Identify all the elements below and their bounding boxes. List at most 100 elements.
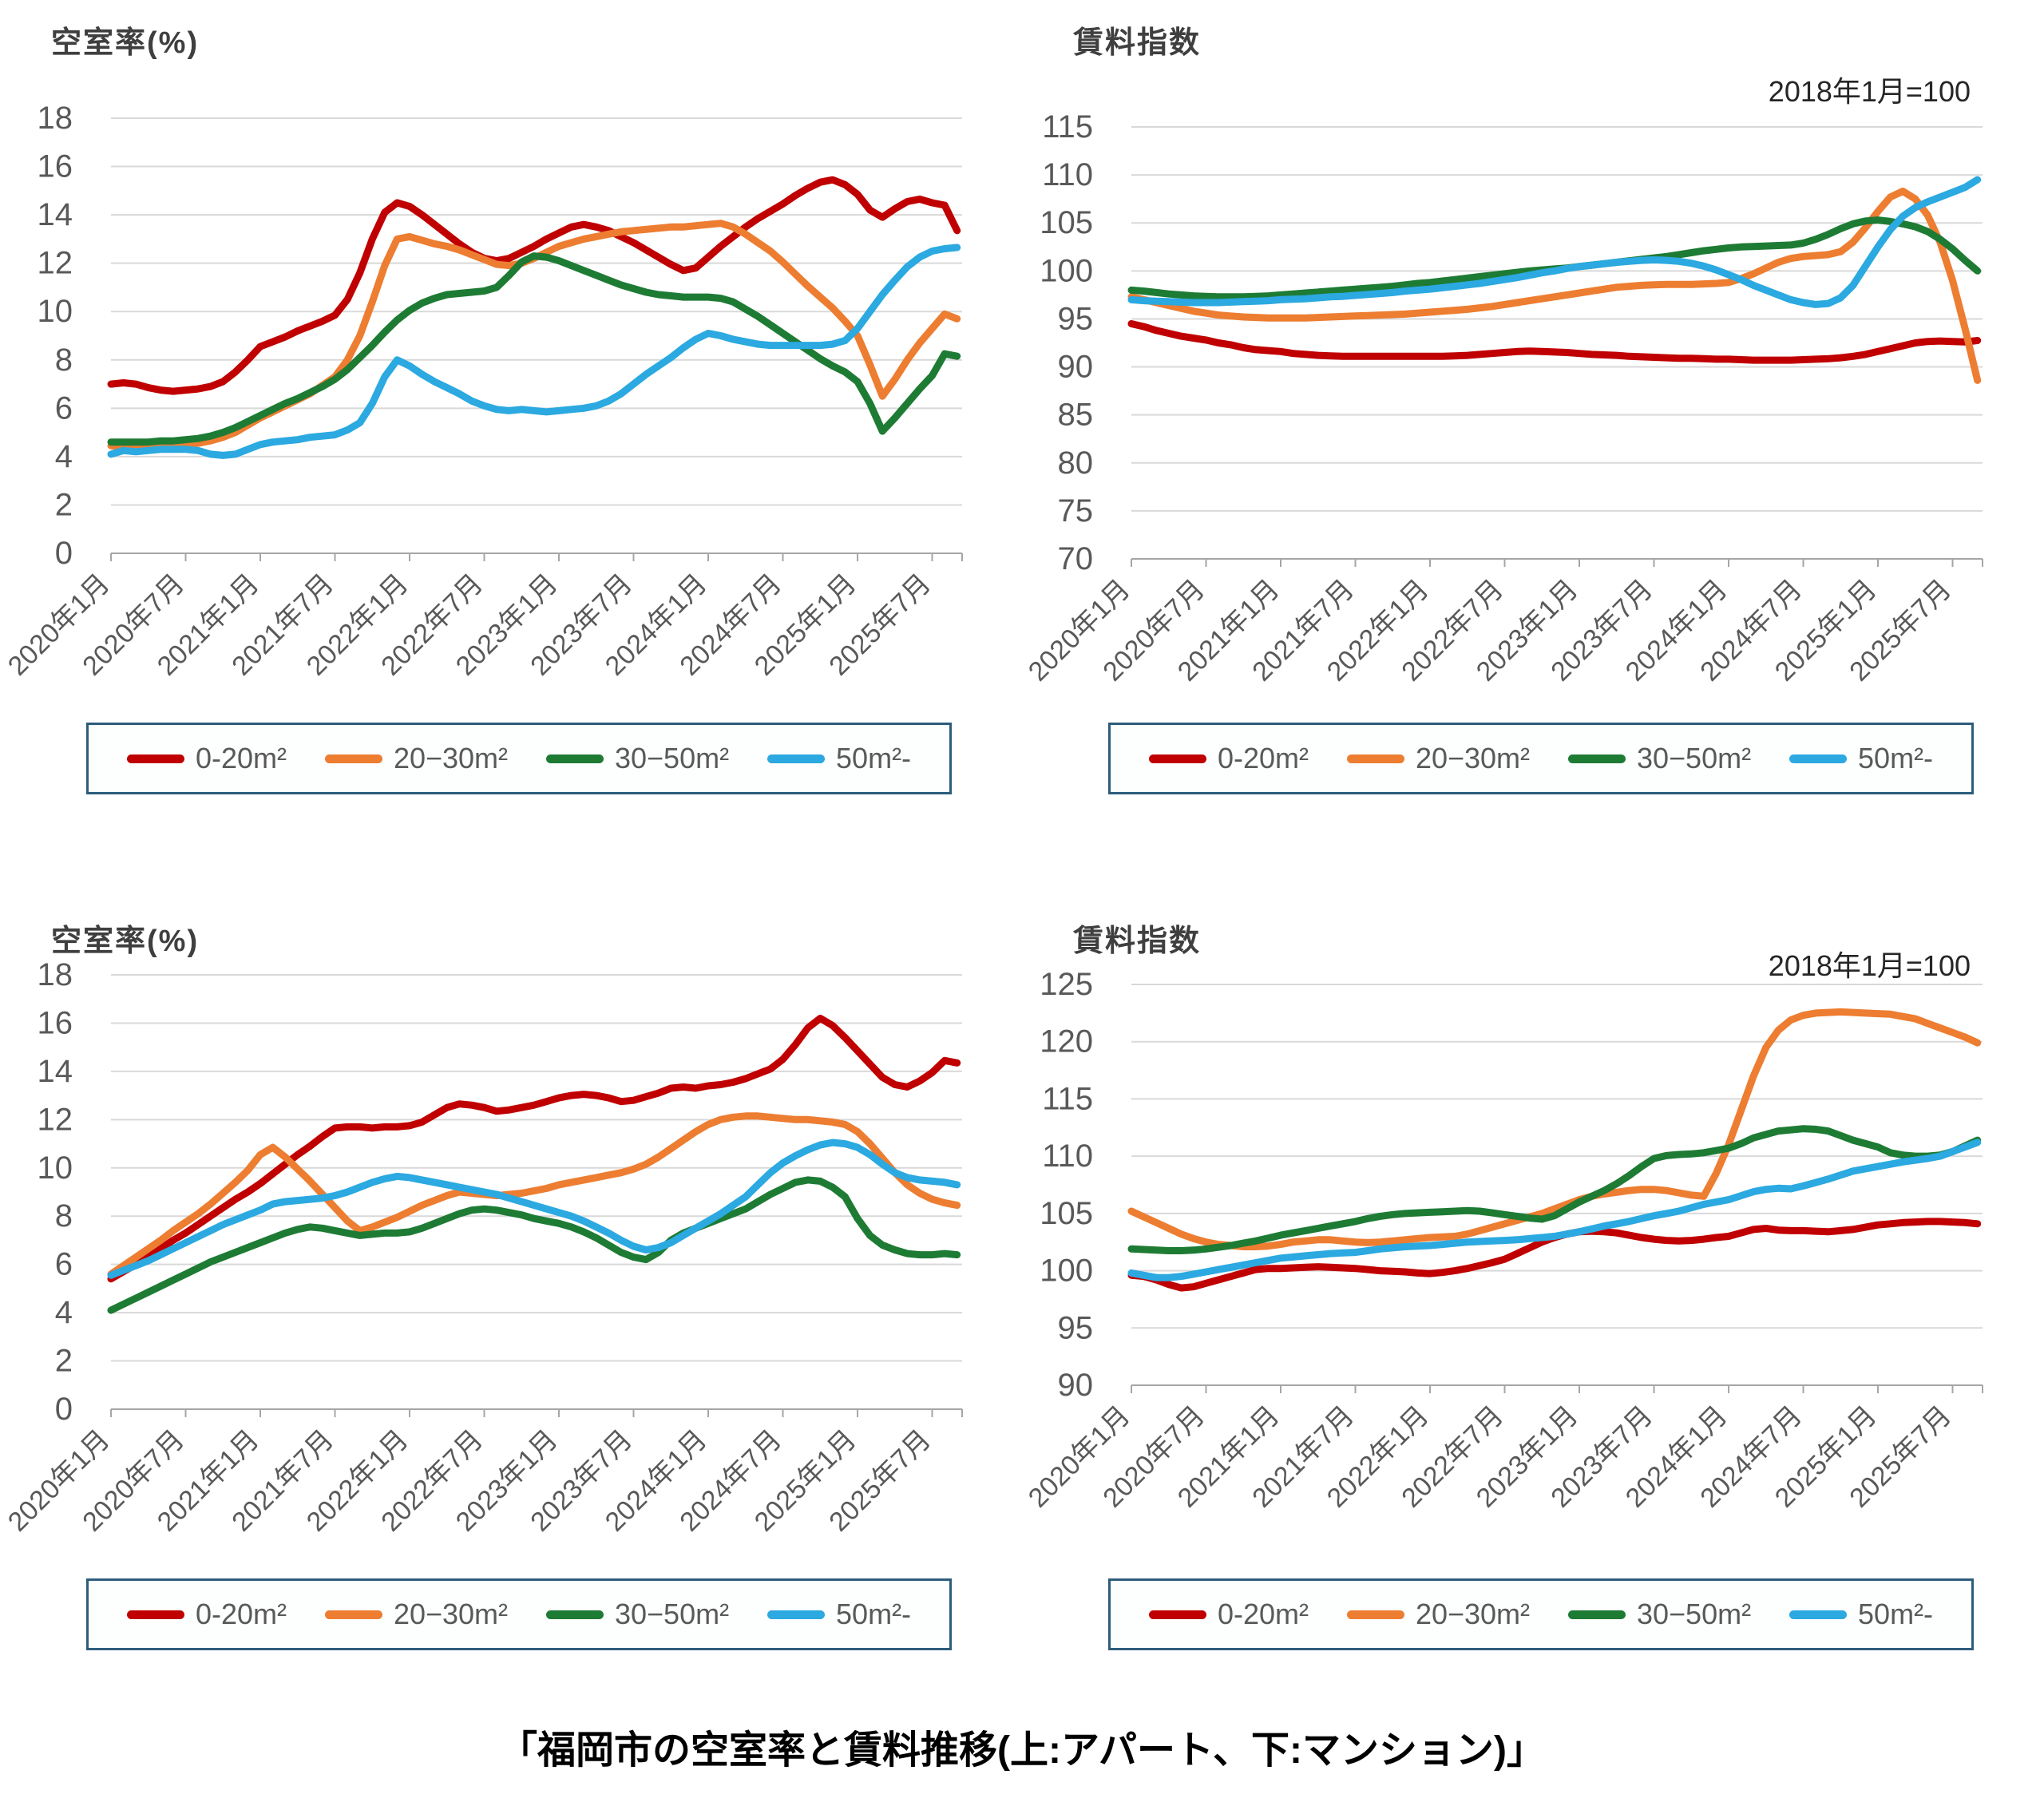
series-line-50m²- <box>1127 1139 1982 1281</box>
y-tick-label: 18 <box>38 957 73 992</box>
y-tick-label: 16 <box>38 149 73 184</box>
legend-item: 0-20m² <box>126 1598 287 1631</box>
series-line-50m²- <box>107 1139 961 1279</box>
legend-label: 0-20m² <box>195 742 287 774</box>
chart-title-mansion-vacancy: 空室率(%) <box>51 925 200 958</box>
legend-apartment-vacancy: 0-20m² 20−30m² 30−50m² 50m²- <box>86 723 952 794</box>
x-axis-labels: 2020年1月2020年7月2021年1月2021年7月2022年1月2022年… <box>1023 1400 1957 1514</box>
x-axis-labels: 2020年1月2020年7月2021年1月2021年7月2022年1月2022年… <box>2 568 937 682</box>
apartment-vacancy-chart: 0 2 4 6 8 10 12 14 16 18 2020年1月2020年7月2021年1月2021… <box>2 101 963 682</box>
base-period-annotation: 2018年1月=100 <box>1768 949 1971 982</box>
series-line-0-20m² <box>1127 320 1982 364</box>
y-tick-label: 14 <box>38 1054 73 1089</box>
legend-label: 20−30m² <box>393 1598 509 1630</box>
y-tick-label: 10 <box>38 294 73 329</box>
y-tick-label: 115 <box>1042 1081 1093 1116</box>
legend-label: 30−50m² <box>1636 742 1752 774</box>
legend-item: 20−30m² <box>324 742 509 775</box>
series-line-20−30m² <box>1127 188 1982 384</box>
panel-mansion-vacancy: 空室率(%) 0 2 4 6 8 10 12 14 16 18 2020年1月 2020年7月 2021… <box>0 898 1022 1705</box>
series-line-50m²- <box>1127 176 1982 308</box>
legend-label: 30−50m² <box>1636 1598 1752 1630</box>
legend-item: 30−50m² <box>545 742 730 775</box>
y-tick-label: 4 <box>55 1295 73 1330</box>
legend-label: 0-20m² <box>1217 1598 1309 1630</box>
legend-item: 50m²- <box>1789 1598 1933 1631</box>
legend-label: 20−30m² <box>393 742 509 774</box>
y-axis-labels: 0 2 4 6 8 10 12 14 16 18 <box>38 101 73 571</box>
series-line-30−50m² <box>107 1176 961 1314</box>
legend-swatch <box>545 754 604 763</box>
legend-mansion-rent-index: 0-20m² 20−30m² 30−50m² 50m²- <box>1108 1578 1974 1650</box>
legend-swatch <box>1567 1610 1626 1619</box>
chart-title-apartment-vacancy: 空室率(%) <box>51 26 200 60</box>
legend-swatch <box>767 754 826 763</box>
y-tick-label: 95 <box>1058 1310 1094 1345</box>
series-line-0-20m² <box>1127 1218 1982 1292</box>
x-axis-labels: 2020年1月2020年7月2021年1月2021年7月2022年1月2022年… <box>1023 574 1957 687</box>
y-tick-label: 80 <box>1058 446 1094 481</box>
x-axis <box>110 1408 963 1417</box>
legend-apartment-rent-index: 0-20m² 20−30m² 30−50m² 50m²- <box>1108 723 1974 794</box>
series-line-20−30m² <box>1127 1008 1982 1250</box>
series-line-30−50m² <box>1127 1125 1982 1254</box>
y-tick-label: 12 <box>38 1102 73 1137</box>
legend-item: 0-20m² <box>126 742 287 775</box>
legend-label: 30−50m² <box>614 1598 730 1630</box>
gridlines <box>1131 126 1983 560</box>
gridlines <box>1131 984 1983 1386</box>
series-line-30−50m² <box>107 252 961 446</box>
legend-item: 30−50m² <box>1567 742 1752 775</box>
y-tick-label: 90 <box>1058 1368 1094 1403</box>
legend-item: 20−30m² <box>324 1598 509 1631</box>
mansion-vacancy-chart: 0 2 4 6 8 10 12 14 16 18 2020年1月2020年7月2021年1月2021… <box>2 957 963 1538</box>
y-tick-label: 75 <box>1058 493 1094 529</box>
legend-swatch <box>1346 754 1404 763</box>
y-tick-label: 100 <box>1040 1253 1093 1289</box>
panel-mansion-rent-index: 賃料指数 2018年1月=100 90 95 100 105 110 115 120 125 2… <box>1022 898 2044 1705</box>
y-tick-label: 18 <box>38 101 73 136</box>
legend-swatch <box>324 754 382 763</box>
series-line-0-20m² <box>107 1014 961 1283</box>
legend-swatch <box>1567 754 1626 763</box>
y-tick-label: 120 <box>1040 1024 1093 1059</box>
series-line-20−30m² <box>107 1112 961 1278</box>
y-tick-label: 115 <box>1042 109 1093 145</box>
legend-item: 0-20m² <box>1148 742 1309 775</box>
y-tick-label: 85 <box>1058 398 1094 433</box>
legend-label: 50m²- <box>836 742 912 774</box>
figure-caption: 「福岡市の空室率と賃料推移(上:アパート、下:マンション)」 <box>498 1729 1546 1772</box>
legend-item: 0-20m² <box>1148 1598 1309 1631</box>
base-period-annotation: 2018年1月=100 <box>1768 75 1971 108</box>
legend-label: 50m²- <box>836 1598 912 1630</box>
y-tick-label: 12 <box>38 246 73 281</box>
legend-swatch <box>1346 1610 1404 1619</box>
y-tick-label: 6 <box>55 390 73 426</box>
y-tick-label: 8 <box>55 343 73 378</box>
y-tick-label: 110 <box>1042 157 1093 192</box>
y-axis-labels: 0 2 4 6 8 10 12 14 16 18 <box>38 957 73 1427</box>
panel-apartment-rent-index: 賃料指数 2018年1月=100 70 75 80 85 90 95 100 105 110 11… <box>1022 0 2044 806</box>
y-tick-label: 105 <box>1040 205 1093 240</box>
panel-apartment-vacancy: 空室率(%) 0 2 4 6 8 10 12 14 16 18 2020年1月 2020年7月 2021… <box>0 0 1022 806</box>
apartment-rent-index-chart: 70 75 80 85 90 95 100 105 110 115 2020年1月2020年7月20… <box>1023 109 1983 687</box>
legend-item: 50m²- <box>1789 742 1933 775</box>
y-tick-label: 2 <box>55 487 73 522</box>
y-tick-label: 2 <box>55 1344 73 1379</box>
y-tick-label: 0 <box>55 536 73 571</box>
legend-label: 50m²- <box>1858 1598 1934 1630</box>
legend-item: 30−50m² <box>1567 1598 1752 1631</box>
y-tick-label: 16 <box>38 1005 73 1040</box>
legend-swatch <box>126 1610 184 1619</box>
y-tick-label: 90 <box>1058 350 1094 385</box>
y-axis-labels: 70 75 80 85 90 95 100 105 110 115 <box>1040 109 1093 576</box>
legend-swatch <box>1148 754 1206 763</box>
legend-swatch <box>1789 1610 1848 1619</box>
legend-label: 20−30m² <box>1415 742 1531 774</box>
legend-label: 20−30m² <box>1415 1598 1531 1630</box>
y-tick-label: 0 <box>55 1392 73 1427</box>
y-tick-label: 6 <box>55 1247 73 1282</box>
legend-label: 30−50m² <box>614 742 730 774</box>
y-tick-label: 110 <box>1042 1139 1093 1174</box>
